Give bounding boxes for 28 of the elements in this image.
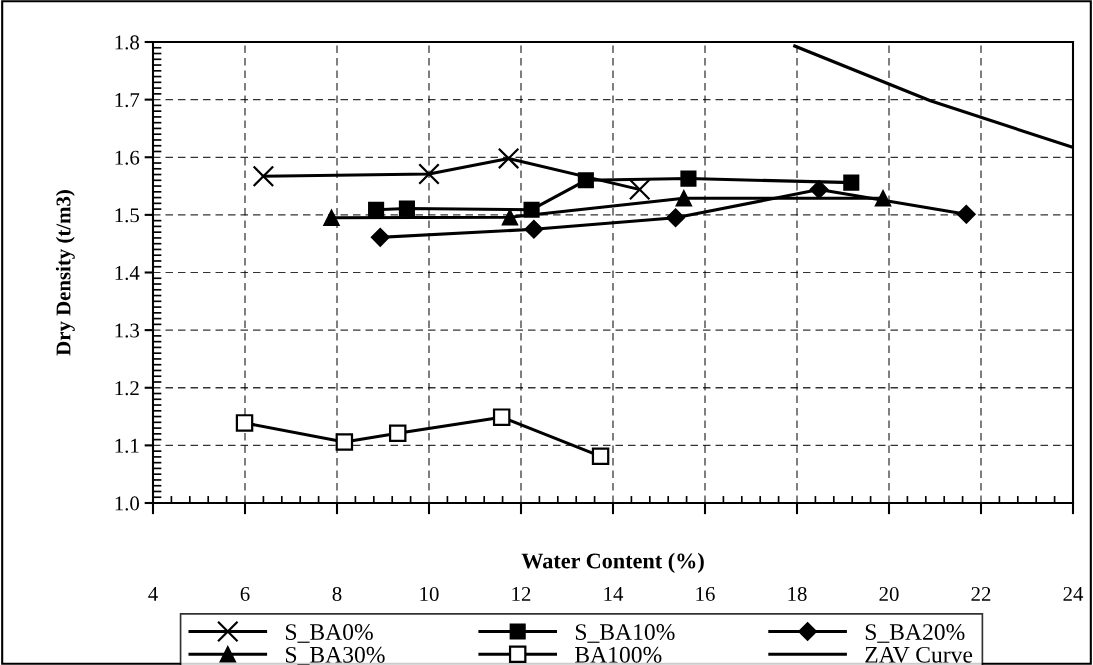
legend-label: S_BA20% <box>865 624 965 643</box>
y-tick-label: 1.1 <box>115 438 139 453</box>
legend-label: ZAV Curve <box>865 646 973 663</box>
x-tick-label: 8 <box>332 586 342 601</box>
x-tick-label: 4 <box>148 587 158 601</box>
y-tick-label: 1.8 <box>115 35 140 50</box>
y-tick-label: 1.2 <box>115 381 139 396</box>
y-tick-label: 1.7 <box>115 93 140 108</box>
x-tick-label: 12 <box>512 586 531 601</box>
y-axis-title: Dry Density (t/m3) <box>55 190 75 356</box>
legend-label: S_BA30% <box>286 646 385 665</box>
x-tick-label: 24 <box>1063 586 1084 601</box>
x-tick-label: 16 <box>696 586 715 601</box>
y-tick-label: 1.0 <box>115 496 140 511</box>
x-axis-title: Water Content (%) <box>521 552 704 573</box>
legend-label: BA100% <box>575 646 662 663</box>
x-tick-label: 22 <box>971 586 991 601</box>
y-tick-label: 1.4 <box>115 265 140 281</box>
x-tick-label: 6 <box>240 586 250 601</box>
y-tick-label: 1.6 <box>115 150 140 165</box>
x-tick-label: 10 <box>420 586 439 601</box>
x-tick-label: 18 <box>788 586 807 601</box>
x-tick-label: 20 <box>879 586 899 601</box>
legend-label: S_BA0% <box>286 624 373 643</box>
legend-label: S_BA10% <box>575 624 675 643</box>
y-tick-label: 1.5 <box>115 208 139 223</box>
y-tick-label: 1.3 <box>115 323 139 338</box>
x-tick-label: 14 <box>604 587 624 601</box>
